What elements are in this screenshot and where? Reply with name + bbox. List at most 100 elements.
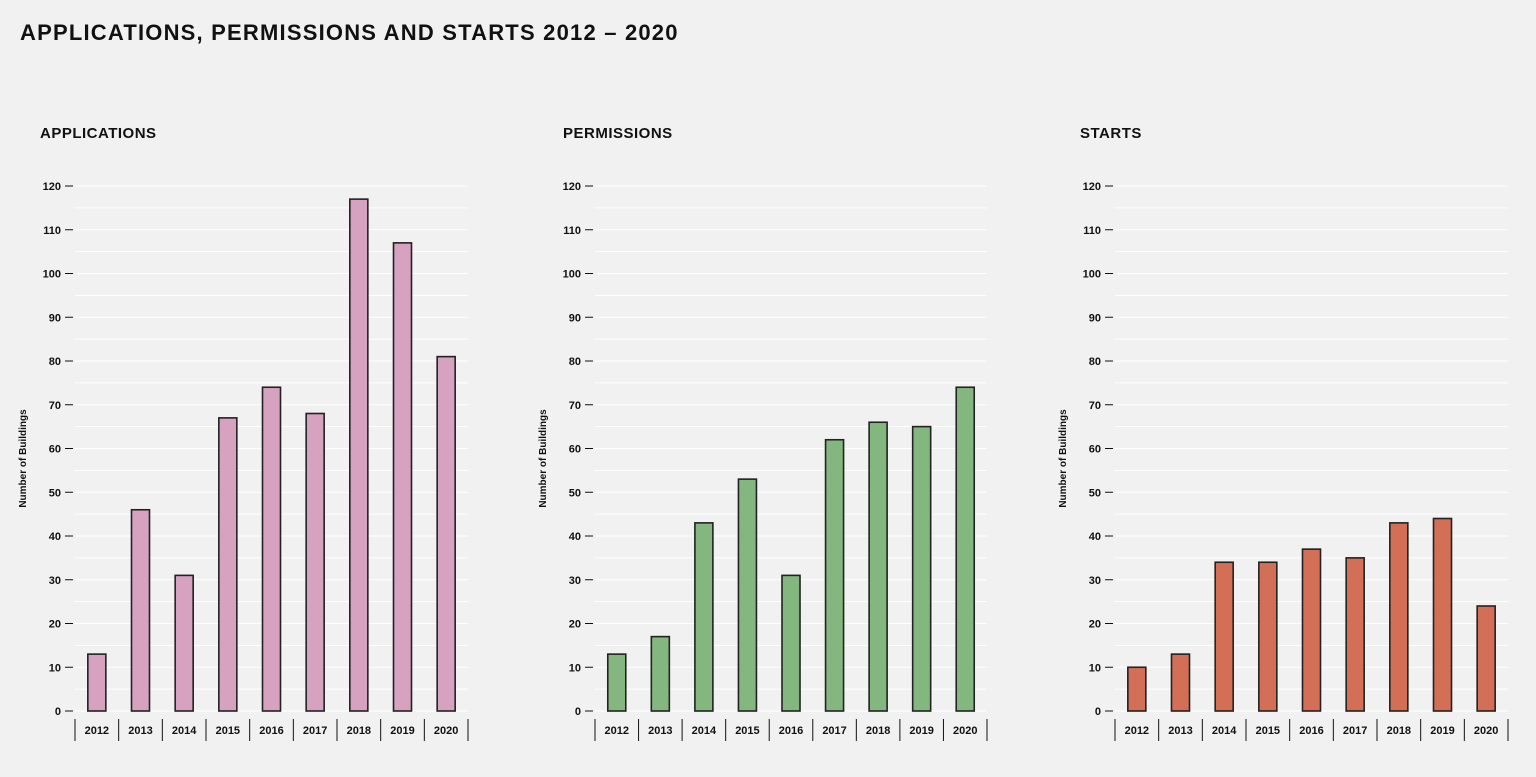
y-tick-label: 70	[569, 400, 581, 412]
y-tick-label: 40	[49, 531, 61, 543]
y-tick-label: 110	[563, 225, 581, 237]
x-tick-label: 2012	[85, 725, 109, 737]
x-tick-label: 2016	[779, 725, 803, 737]
y-tick-label: 120	[43, 181, 61, 193]
y-tick-label: 100	[1083, 269, 1101, 281]
y-tick-label: 120	[563, 181, 581, 193]
y-tick-label: 60	[49, 444, 61, 456]
y-tick-label: 110	[43, 225, 61, 237]
x-tick-label: 2018	[866, 725, 890, 737]
y-tick-label: 60	[1089, 444, 1101, 456]
bar-2020	[955, 386, 976, 712]
y-tick-label: 80	[49, 356, 61, 368]
x-tick-label: 2018	[347, 725, 371, 737]
bar-2019	[1432, 517, 1453, 712]
x-tick-label: 2016	[259, 725, 283, 737]
x-tick-label: 2013	[1168, 725, 1192, 737]
y-tick-label: 120	[1083, 181, 1101, 193]
bar-2012	[87, 653, 107, 712]
y-tick-label: 80	[569, 356, 581, 368]
bar-2016	[1301, 548, 1322, 712]
chart-permissions: 0 10 20 30 40 50 60 70 80 90 100 110 120 Number of Bu…	[538, 181, 988, 741]
x-tick-label: 2015	[1256, 725, 1280, 737]
bar-2017	[1345, 557, 1365, 712]
x-tick-label: 2017	[303, 725, 327, 737]
bar-2014	[174, 574, 194, 712]
x-tick-label: 2014	[692, 725, 717, 737]
x-tick-label: 2015	[735, 725, 759, 737]
x-tick-label: 2019	[390, 725, 414, 737]
bar-2018	[1389, 522, 1409, 712]
bar-2016	[261, 386, 282, 712]
y-axis-title: Number of Buildings	[538, 409, 549, 508]
bar-2016	[781, 574, 801, 712]
y-tick-label: 10	[1089, 662, 1101, 674]
chart-title: APPLICATIONS	[40, 125, 157, 142]
x-tick-label: 2014	[1212, 725, 1237, 737]
bar-2014	[694, 522, 714, 712]
bar-2015	[218, 417, 238, 712]
y-tick-label: 70	[1089, 400, 1101, 412]
bar-2014	[1214, 561, 1234, 712]
x-tick-label: 2020	[1474, 725, 1498, 737]
bar-2020	[436, 355, 456, 712]
x-tick-label: 2019	[909, 725, 933, 737]
y-tick-label: 30	[1089, 575, 1101, 587]
y-tick-label: 90	[49, 312, 61, 324]
y-tick-label: 90	[1089, 312, 1101, 324]
y-tick-label: 100	[563, 269, 581, 281]
y-tick-label: 30	[569, 575, 581, 587]
page-title: APPLICATIONS, PERMISSIONS AND STARTS 201…	[20, 20, 679, 45]
y-tick-label: 50	[49, 487, 61, 499]
x-tick-label: 2014	[172, 725, 197, 737]
chart-starts: 0 10 20 30 40 50 60 70 80 90 100 110 120 Number of Bu…	[1058, 181, 1509, 741]
chart-title: PERMISSIONS	[563, 125, 673, 142]
x-tick-label: 2020	[953, 725, 977, 737]
y-tick-label: 90	[569, 312, 581, 324]
y-tick-label: 40	[1089, 531, 1101, 543]
y-tick-label: 30	[49, 575, 61, 587]
bar-2015	[1258, 561, 1278, 712]
chart-panel-applications: APPLICATIONS 0 10 20 30 40 50 60 70 80 90 100 110 12…	[0, 0, 500, 777]
y-tick-label: 100	[43, 269, 61, 281]
y-tick-label: 80	[1089, 356, 1101, 368]
x-tick-label: 2012	[1125, 725, 1149, 737]
x-tick-label: 2015	[216, 725, 240, 737]
x-tick-label: 2019	[1430, 725, 1454, 737]
x-tick-label: 2017	[822, 725, 846, 737]
y-tick-label: 0	[55, 706, 61, 718]
y-tick-label: 40	[569, 531, 581, 543]
x-tick-label: 2013	[128, 725, 152, 737]
x-tick-label: 2017	[1343, 725, 1367, 737]
x-tick-label: 2020	[434, 725, 458, 737]
y-tick-label: 110	[1083, 225, 1101, 237]
x-tick-label: 2012	[605, 725, 629, 737]
x-tick-label: 2018	[1387, 725, 1411, 737]
y-tick-label: 0	[575, 706, 581, 718]
y-tick-label: 50	[569, 487, 581, 499]
y-tick-label: 50	[1089, 487, 1101, 499]
bar-2018	[868, 421, 888, 712]
chart-title: STARTS	[1080, 125, 1142, 142]
bar-2015	[737, 478, 758, 712]
x-tick-label: 2016	[1299, 725, 1323, 737]
bar-2013	[130, 508, 151, 712]
y-tick-label: 10	[569, 662, 581, 674]
bar-2018	[349, 198, 369, 712]
bar-2012	[1127, 666, 1147, 712]
bar-2019	[392, 242, 413, 712]
bar-2017	[824, 438, 845, 712]
bar-2019	[911, 425, 932, 712]
chart-applications: 0 10 20 30 40 50 60 70 80 90 100 110 120 Number of Bu…	[18, 181, 469, 741]
y-tick-label: 20	[569, 619, 581, 631]
y-tick-label: 10	[49, 662, 61, 674]
x-tick-label: 2013	[648, 725, 672, 737]
chart-panel-permissions: PERMISSIONS 0 10 20 30 40 50 60 70 80 90 100 110 120…	[520, 0, 1020, 777]
y-tick-label: 60	[569, 444, 581, 456]
y-axis-title: Number of Buildings	[1058, 409, 1069, 508]
y-tick-label: 20	[1089, 619, 1101, 631]
y-tick-label: 70	[49, 400, 61, 412]
bar-2013	[650, 635, 671, 712]
bar-2013	[1170, 653, 1191, 712]
y-tick-label: 0	[1095, 706, 1101, 718]
